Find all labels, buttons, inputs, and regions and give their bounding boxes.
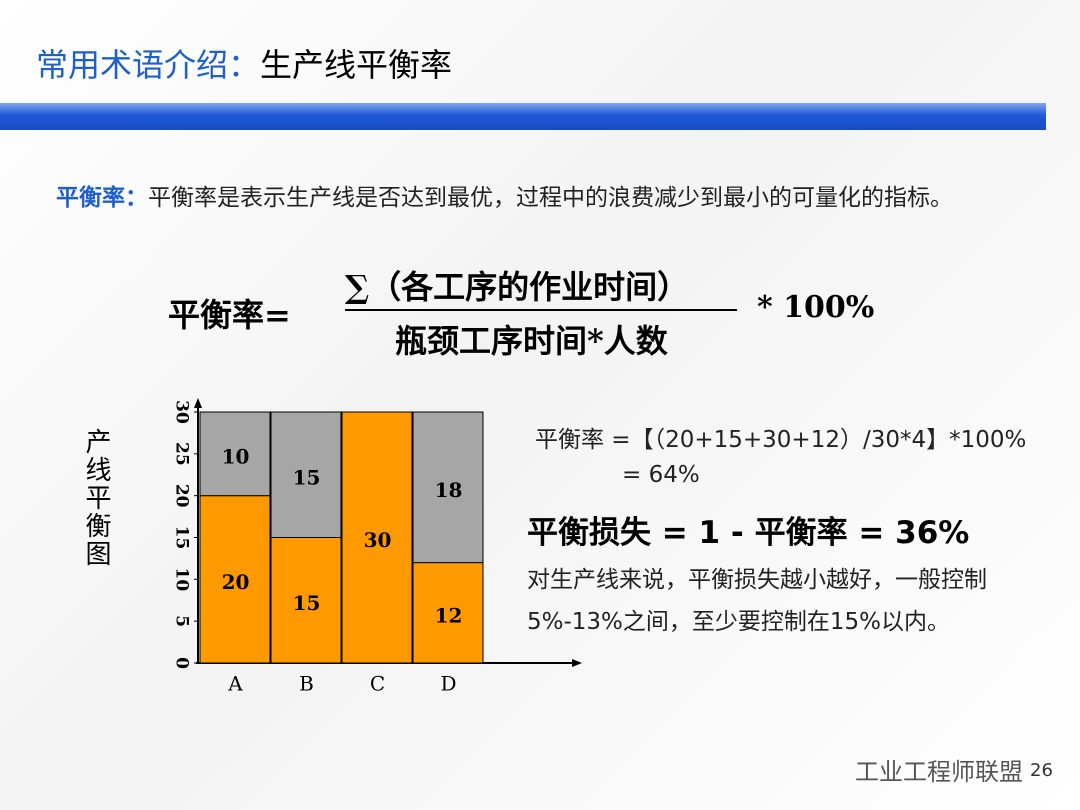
comment: 对生产线来说，平衡损失越小越好，一般控制 [527,567,987,593]
formula-multiplier: * 100% [757,290,875,325]
watermark: 工业工程师联盟 [855,758,1023,786]
calculation-result: = 64% [622,462,700,488]
bar-segment [199,495,271,664]
x-tick-label: A [227,672,243,696]
data-label: 15 [293,465,321,489]
bar-segment [270,411,342,538]
x-tick-label: B [299,672,314,696]
data-label: 18 [435,478,463,502]
data-label: 12 [435,603,463,627]
slide-title: 常用术语介绍：生产线平衡率 [36,40,452,86]
y-tick-label: 0 [172,657,192,669]
y-arrow [194,398,202,408]
bar-segment [341,411,413,664]
balance-loss: 平衡损失 = 1 - 平衡率 = 36% [527,515,970,551]
formula-numerator: ∑（各工序的作业时间） [345,268,690,306]
title-main: 生产线平衡率 [260,46,453,84]
comment: 5%-13%之间，至少要控制在15%以内。 [527,609,951,635]
y-tick-label: 30 [172,400,192,424]
y-tick-label: 10 [172,567,192,591]
x-tick-label: D [440,672,456,696]
title-prefix: 常用术语介绍： [36,46,261,84]
formula-denominator: 瓶颈工序时间*人数 [395,322,668,360]
x-tick-label: C [370,672,385,696]
data-label: 20 [222,570,250,594]
bar-segment [270,537,342,664]
x-arrow [572,659,582,667]
bar-segment [412,562,484,664]
page-number: 26 [1030,760,1053,781]
definition-text: 平衡率是表示生产线是否达到最优，过程中的浪费减少到最小的可量化的指标。 [148,185,953,211]
bar-segment [199,411,271,497]
y-tick-label: 25 [172,442,192,466]
data-label: 15 [293,591,321,615]
y-tick-label: 5 [172,615,192,627]
bar-segment [412,411,484,564]
y-tick-label: 20 [172,484,192,508]
fraction-line [345,309,737,311]
data-label: 30 [364,528,392,552]
data-label: 10 [222,444,250,468]
definition: 平衡率：平衡率是表示生产线是否达到最优，过程中的浪费减少到最小的可量化的指标。 [56,178,1016,218]
header-band [0,103,1046,130]
definition-term: 平衡率： [56,185,148,211]
formula-lhs: 平衡率= [168,296,291,334]
y-axis-label: 产线平衡图 [81,428,111,568]
y-tick-label: 15 [172,526,192,550]
calculation: 平衡率 =【（20+15+30+12）/30*4】*100% [535,427,1027,453]
